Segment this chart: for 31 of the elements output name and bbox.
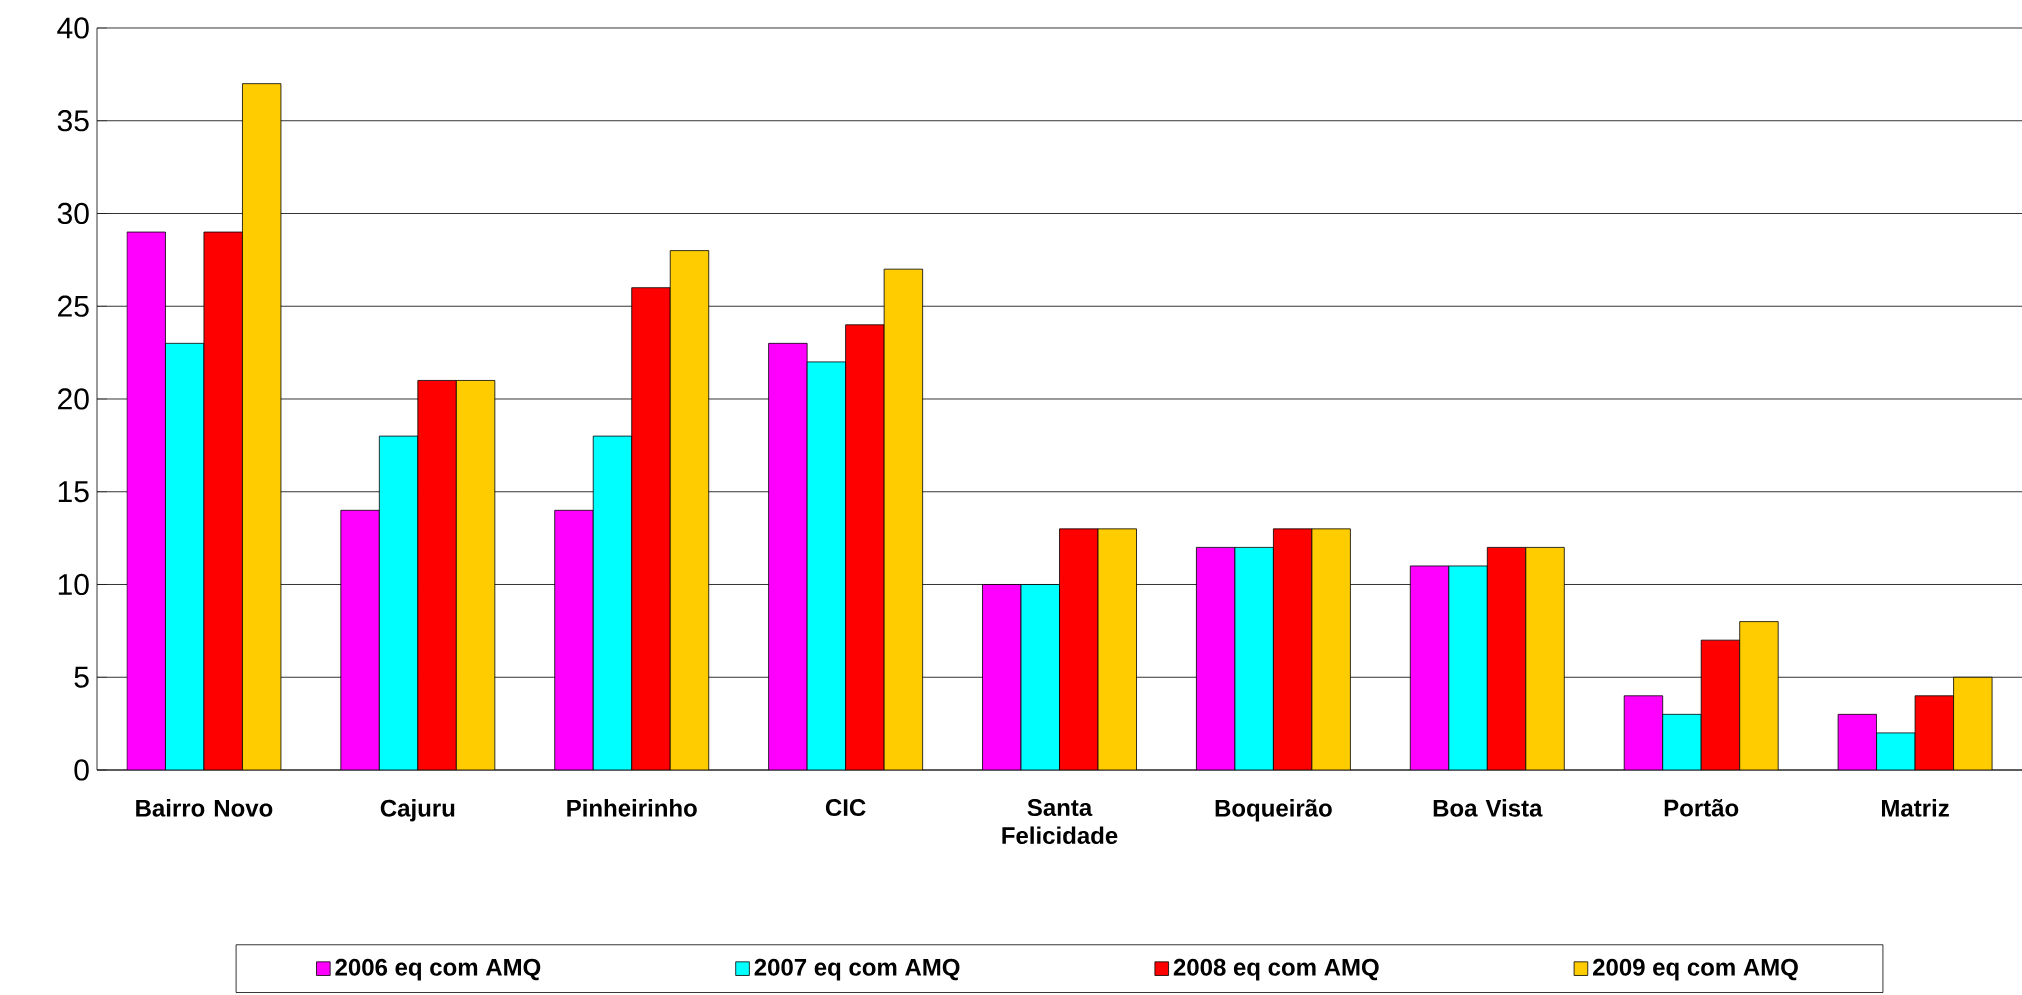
bar [378, 435, 419, 770]
bar [1234, 547, 1274, 770]
x-tick-label: Portão [1664, 799, 1739, 817]
y-tick-label: 10 [58, 573, 89, 596]
x-tick-label: Santa Felicidade [1002, 799, 1118, 845]
x-tick-label: Boa Vista [1433, 799, 1543, 817]
x-tick-label: Cajuru [380, 799, 455, 822]
legend-label: 2008 eq com AMQ [1173, 958, 1379, 981]
x-tick-label: Bairro Novo [136, 799, 273, 817]
legend-label: 2007 eq com AMQ [754, 958, 960, 981]
bar [165, 342, 205, 770]
y-tick-label: 25 [58, 295, 89, 317]
bar [1448, 565, 1488, 770]
x-tick-label: Pinheirinho [567, 799, 697, 817]
y-tick-label: 0 [74, 759, 89, 781]
bar [1662, 713, 1702, 770]
y-tick-label: 15 [58, 481, 89, 503]
y-tick-label: 35 [57, 110, 89, 132]
bar [592, 435, 633, 770]
y-tick-label: 20 [58, 388, 89, 410]
legend-label: 2009 eq com AMQ [1593, 958, 1798, 981]
y-tick-label: 5 [74, 666, 89, 688]
y-tick-label: 30 [57, 202, 89, 225]
x-tick-label: Boqueirão [1215, 799, 1332, 822]
bar [1020, 584, 1060, 770]
legend-label: 2006 eq com AMQ [335, 958, 541, 981]
bar [806, 361, 847, 770]
x-tick-label: CIC [825, 799, 866, 817]
y-tick-label: 40 [57, 17, 89, 39]
x-tick-label: Matriz [1882, 799, 1949, 817]
bar [1876, 732, 1916, 770]
